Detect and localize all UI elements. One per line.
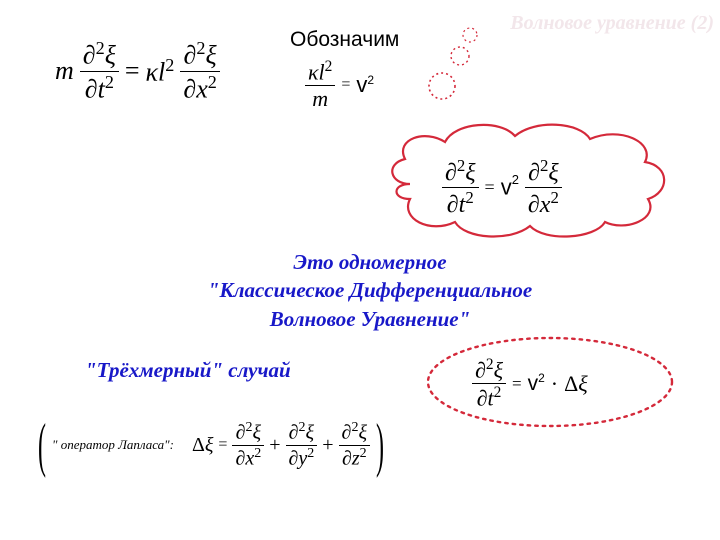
equals-1: = bbox=[125, 56, 140, 86]
cloud-main-equation: ∂2ξ ∂t2 = v2 ∂2ξ ∂x2 bbox=[370, 114, 680, 244]
equation-wave-1d: ∂2ξ ∂t2 = v2 ∂2ξ ∂x2 bbox=[442, 156, 562, 219]
var-v: v2 bbox=[356, 72, 374, 98]
plus-2: + bbox=[322, 434, 333, 457]
heading-line-2: "Классическое Дифференциальное bbox=[155, 276, 585, 304]
heading-line-3: Волновое Уравнение" bbox=[155, 305, 585, 333]
kappa-l2: κl2 bbox=[146, 55, 175, 88]
frac-d2xi-dx2: ∂2ξ ∂x2 bbox=[180, 38, 219, 104]
var-m: m bbox=[55, 56, 74, 86]
frac-d2xi-dx2-cloud: ∂2ξ ∂x2 bbox=[525, 156, 562, 219]
equals-2: = bbox=[341, 76, 350, 94]
frac-d2xi-dt2-3d: ∂2ξ ∂t2 bbox=[472, 356, 506, 412]
laplace-definition: ( " оператор Лапласа": Δξ = ∂2ξ ∂x2 + ∂2… bbox=[32, 420, 390, 470]
equation-wave-1d-derivation: m ∂2ξ ∂t2 = κl2 ∂2ξ ∂x2 bbox=[55, 38, 220, 104]
var-v2-cloud: v2 bbox=[501, 174, 519, 200]
laplace-lhs: Δξ bbox=[192, 434, 213, 457]
heading-3d: "Трёхмерный" случай bbox=[85, 358, 291, 383]
equals-5: = bbox=[218, 436, 227, 454]
frac-d2xi-dz2-lap: ∂2ξ ∂z2 bbox=[339, 420, 370, 470]
frac-d2xi-dt2: ∂2ξ ∂t2 bbox=[80, 38, 119, 104]
label-define: Обозначим bbox=[290, 28, 399, 52]
frac-d2xi-dy2-lap: ∂2ξ ∂y2 bbox=[286, 420, 318, 470]
equation-wave-3d: ∂2ξ ∂t2 = v2 · Δξ bbox=[472, 356, 588, 412]
var-v2-3d: v2 bbox=[528, 371, 545, 396]
equals-3: = bbox=[485, 177, 495, 198]
faded-corner-text: Волновое уравнение (2) bbox=[510, 12, 714, 35]
equation-define-v: κl2 m = v2 bbox=[305, 58, 374, 112]
equals-4: = bbox=[512, 374, 522, 394]
paren-left-icon: ( bbox=[38, 420, 46, 470]
plus-1: + bbox=[269, 434, 280, 457]
frac-d2xi-dt2-cloud: ∂2ξ ∂t2 bbox=[442, 156, 479, 219]
frac-d2xi-dx2-lap: ∂2ξ ∂x2 bbox=[232, 420, 264, 470]
dot-op: · bbox=[551, 371, 558, 397]
cloud-3d-equation: ∂2ξ ∂t2 = v2 · Δξ bbox=[420, 330, 680, 434]
heading-1d-wave: Это одномерное "Классическое Дифференциа… bbox=[155, 248, 585, 333]
heading-line-1: Это одномерное bbox=[155, 248, 585, 276]
frac-kl2-m: κl2 m bbox=[305, 58, 335, 112]
thought-bubbles bbox=[430, 24, 490, 124]
laplace-label: " оператор Лапласа": bbox=[52, 437, 174, 453]
paren-right-icon: ) bbox=[376, 420, 384, 470]
delta-xi: Δξ bbox=[564, 371, 588, 397]
